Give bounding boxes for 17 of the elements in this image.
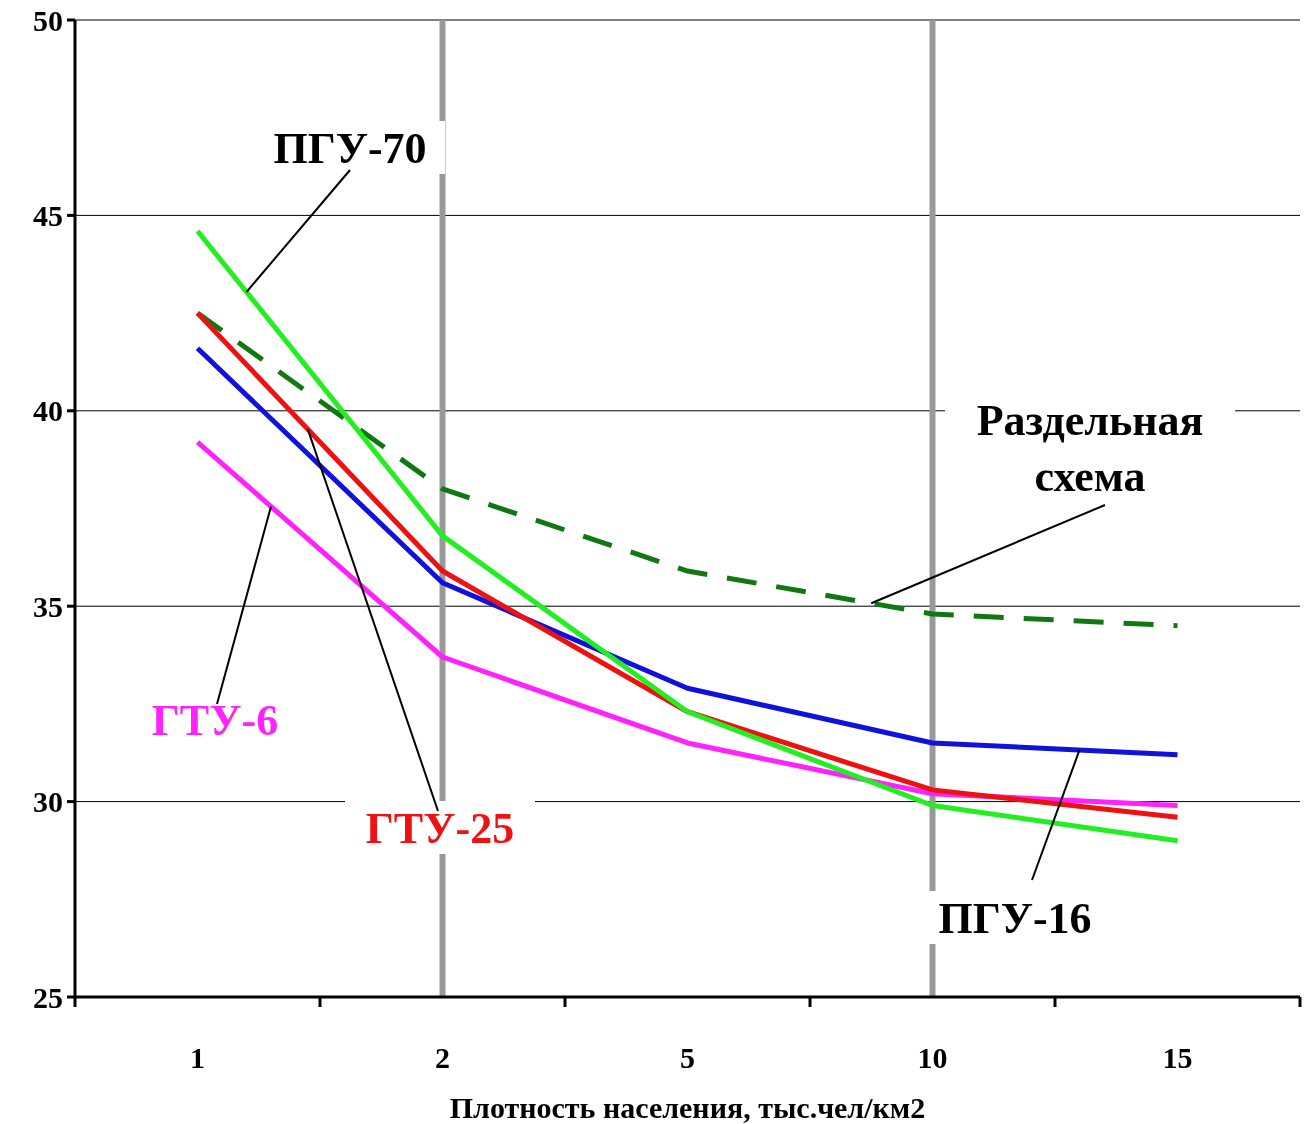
- text: ПГУ-16: [938, 894, 1092, 943]
- x-tick-label: 10: [917, 1041, 948, 1074]
- x-axis-title: Плотность населения, тыс.чел/км2: [449, 1091, 926, 1124]
- y-tick-label: 30: [33, 785, 63, 819]
- y-tick-label: 40: [33, 394, 63, 428]
- x-tick-label: 1: [190, 1041, 205, 1074]
- y-tick-label: 50: [33, 3, 63, 37]
- text: ПГУ-70: [273, 124, 427, 173]
- text: ГТУ-25: [365, 804, 515, 853]
- x-tick-label: 5: [680, 1041, 695, 1074]
- y-tick-label: 25: [33, 980, 63, 1014]
- x-tick-label: 2: [435, 1041, 450, 1074]
- text: Раздельная схема: [976, 396, 1204, 501]
- y-tick-label: 35: [33, 589, 63, 623]
- y-tick-label: 45: [33, 198, 63, 232]
- x-tick-label: 15: [1162, 1041, 1193, 1074]
- text: ГТУ-6: [151, 696, 279, 745]
